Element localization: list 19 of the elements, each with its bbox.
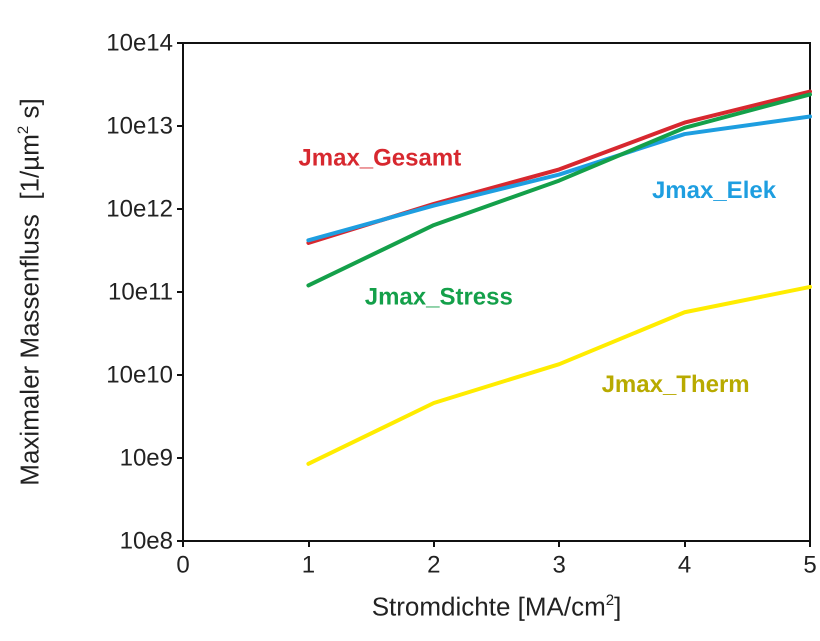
y-tick-label: 10e12 bbox=[106, 196, 173, 222]
series-label: Jmax_Therm bbox=[602, 370, 750, 398]
x-tick-label: 5 bbox=[803, 552, 817, 578]
y-tick-label: 10e9 bbox=[120, 444, 173, 472]
y-axis-title: Maximaler Massenfluss [1/µm2 s] bbox=[14, 98, 44, 486]
x-tick-label: 2 bbox=[427, 552, 440, 578]
series-label: Jmax_Gesamt bbox=[298, 144, 462, 172]
x-tick-label: 4 bbox=[678, 552, 692, 578]
x-tick-label: 0 bbox=[176, 552, 190, 578]
x-tick-label: 3 bbox=[552, 552, 566, 578]
series-label: Jmax_Stress bbox=[364, 284, 513, 311]
line-series bbox=[306, 284, 812, 466]
y-tick-label: 10e11 bbox=[108, 278, 173, 306]
y-tick-label: 10e10 bbox=[106, 362, 173, 388]
series-label: Jmax_Elek bbox=[652, 177, 777, 204]
x-tick-label: 1 bbox=[302, 552, 316, 578]
y-tick-label: 10e8 bbox=[120, 528, 173, 554]
y-tick-label: 10e13 bbox=[106, 112, 173, 140]
y-tick-label: 10e14 bbox=[106, 30, 173, 56]
